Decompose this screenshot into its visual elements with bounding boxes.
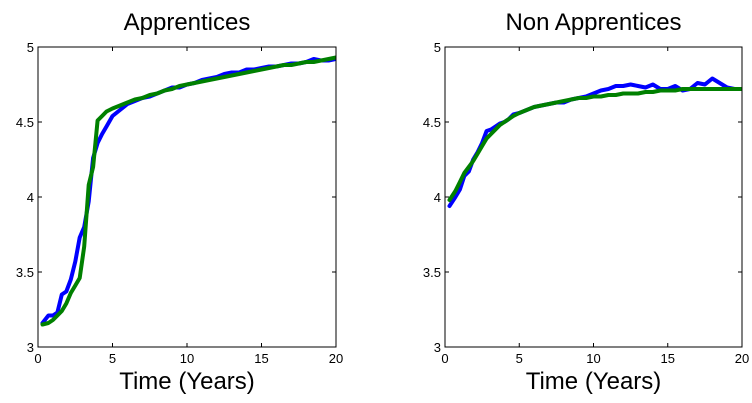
x-tick-label: 20 [735, 351, 749, 366]
series-line-2 [40, 55, 336, 327]
x-tick-label: 20 [329, 351, 343, 366]
series-line-2 [447, 87, 742, 202]
chart-title: Non Apprentices [505, 9, 681, 36]
x-axis-label: Time (Years) [526, 368, 662, 395]
x-tick-label: 10 [586, 351, 600, 366]
x-tick-label: 5 [109, 351, 116, 366]
x-tick-label: 0 [441, 351, 448, 366]
y-tick-label: 4.5 [16, 115, 34, 130]
y-tick-label: 4 [27, 190, 34, 205]
y-tick-label: 3.5 [423, 265, 441, 280]
x-tick-label: 15 [254, 351, 268, 366]
x-tick-label: 15 [661, 351, 675, 366]
y-tick-label: 4 [434, 190, 441, 205]
y-tick-label: 5 [434, 40, 441, 55]
y-tick-label: 3 [27, 340, 34, 355]
x-tick-label: 5 [516, 351, 523, 366]
y-tick-label: 4.5 [423, 115, 441, 130]
x-tick-label: 10 [180, 351, 194, 366]
x-axis-label: Time (Years) [119, 368, 255, 395]
chart-title: Apprentices [124, 9, 251, 36]
y-tick-label: 3 [434, 340, 441, 355]
y-tick-label: 3.5 [16, 265, 34, 280]
y-tick-label: 5 [27, 40, 34, 55]
x-tick-label: 0 [34, 351, 41, 366]
axes-frame [37, 46, 337, 348]
